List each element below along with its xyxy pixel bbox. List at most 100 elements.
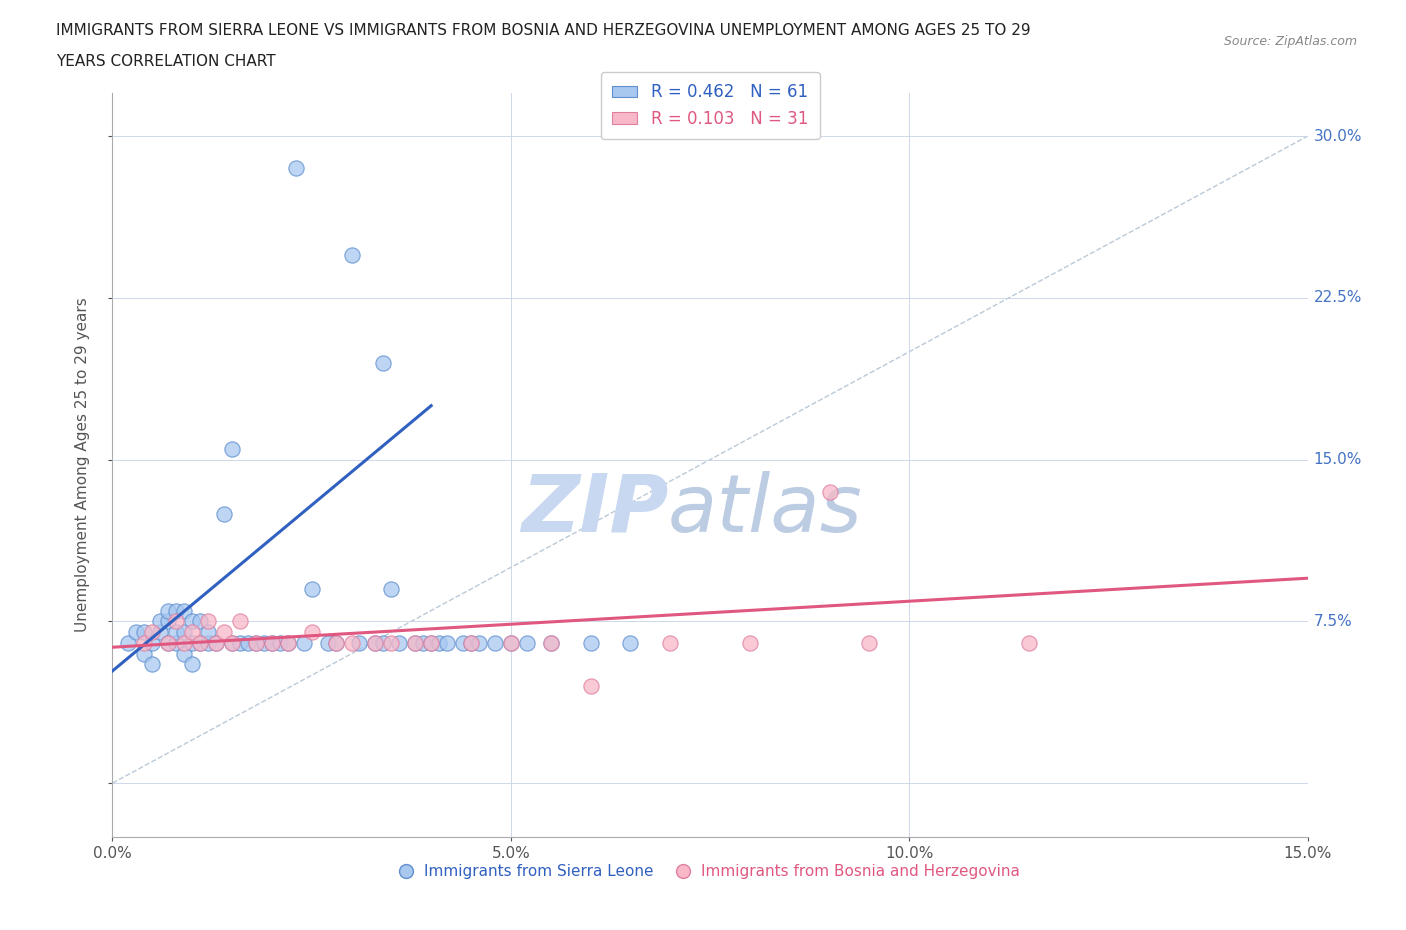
Point [427,635,450,650]
Point [340,247,363,262]
Point [245,635,267,650]
Point [349,635,371,650]
Point [173,635,195,650]
Text: 7.5%: 7.5% [1313,614,1353,629]
Point [388,635,411,650]
Legend: Immigrants from Sierra Leone, Immigrants from Bosnia and Herzegovina: Immigrants from Sierra Leone, Immigrants… [394,858,1026,885]
Point [499,635,522,650]
Point [412,635,434,650]
Point [134,646,156,661]
Point [181,625,204,640]
Point [373,355,395,370]
Point [540,635,562,650]
Text: YEARS CORRELATION CHART: YEARS CORRELATION CHART [56,54,276,69]
Point [165,604,187,618]
Text: ZIP: ZIP [520,471,668,549]
Point [292,635,315,650]
Point [260,635,283,650]
Point [134,635,156,650]
Point [221,635,243,650]
Text: 15.0%: 15.0% [1313,452,1362,467]
Point [245,635,267,650]
Point [149,625,172,640]
Point [221,442,243,457]
Point [277,635,299,650]
Y-axis label: Unemployment Among Ages 25 to 29 years: Unemployment Among Ages 25 to 29 years [75,298,90,632]
Point [221,635,243,650]
Point [516,635,538,650]
Point [212,506,235,521]
Point [301,625,323,640]
Point [460,635,482,650]
Point [404,635,426,650]
Point [188,635,211,650]
Point [181,657,204,671]
Point [284,161,307,176]
Text: IMMIGRANTS FROM SIERRA LEONE VS IMMIGRANTS FROM BOSNIA AND HERZEGOVINA UNEMPLOYM: IMMIGRANTS FROM SIERRA LEONE VS IMMIGRAN… [56,23,1031,38]
Point [181,635,204,650]
Point [325,635,347,650]
Point [499,635,522,650]
Point [165,625,187,640]
Point [117,635,139,650]
Point [157,635,180,650]
Point [229,635,252,650]
Point [212,625,235,640]
Point [436,635,458,650]
Point [277,635,299,650]
Point [468,635,491,650]
Point [205,635,228,650]
Point [373,635,395,650]
Point [188,635,211,650]
Point [380,581,402,596]
Point [404,635,426,650]
Point [173,646,195,661]
Point [157,635,180,650]
Point [316,635,339,650]
Point [197,625,219,640]
Point [364,635,387,650]
Point [619,635,641,650]
Point [205,635,228,650]
Point [579,635,602,650]
Point [301,581,323,596]
Point [420,635,443,650]
Point [818,485,841,499]
Point [460,635,482,650]
Point [1018,635,1040,650]
Point [260,635,283,650]
Point [364,635,387,650]
Point [181,614,204,629]
Point [738,635,761,650]
Point [141,625,163,640]
Point [380,635,402,650]
Point [858,635,880,650]
Point [253,635,276,650]
Text: 22.5%: 22.5% [1313,290,1362,305]
Text: Source: ZipAtlas.com: Source: ZipAtlas.com [1223,35,1357,48]
Point [197,635,219,650]
Point [325,635,347,650]
Point [165,614,187,629]
Point [173,625,195,640]
Point [188,614,211,629]
Point [165,635,187,650]
Point [157,614,180,629]
Point [197,614,219,629]
Point [269,635,291,650]
Point [579,679,602,694]
Point [141,635,163,650]
Point [125,625,148,640]
Point [157,604,180,618]
Point [420,635,443,650]
Point [540,635,562,650]
Point [340,635,363,650]
Point [173,604,195,618]
Point [134,625,156,640]
Text: 30.0%: 30.0% [1313,128,1362,143]
Point [236,635,259,650]
Point [229,614,252,629]
Point [451,635,474,650]
Point [149,614,172,629]
Point [141,657,163,671]
